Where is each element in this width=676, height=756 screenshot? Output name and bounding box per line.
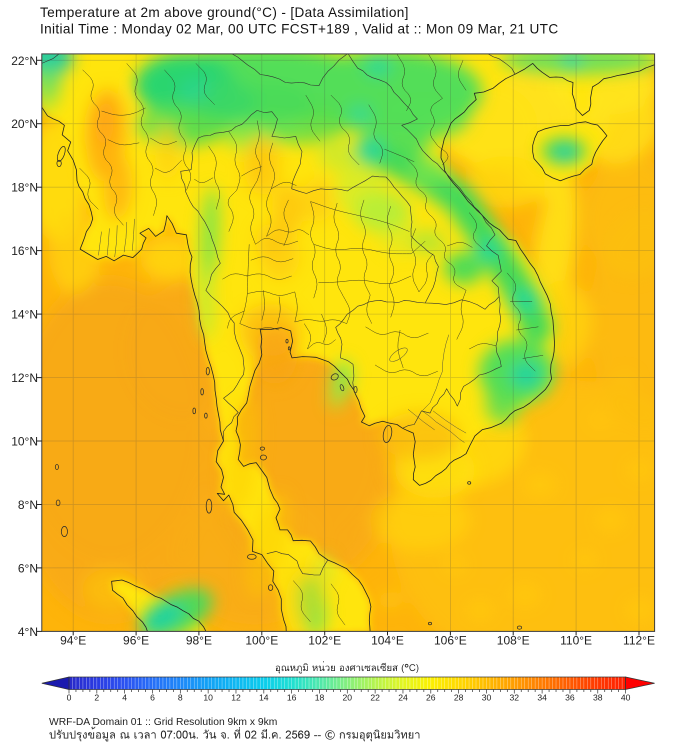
svg-text:106°E: 106°E xyxy=(434,634,467,648)
svg-text:Initial Time : Monday 02 Mar,: Initial Time : Monday 02 Mar, 00 UTC FCS… xyxy=(40,22,559,37)
svg-text:108°E: 108°E xyxy=(497,634,530,648)
svg-text:14: 14 xyxy=(259,693,269,703)
svg-text:94°E: 94°E xyxy=(60,634,86,648)
svg-text:Temperature at 2m above ground: Temperature at 2m above ground(°C) - [Da… xyxy=(40,5,409,20)
svg-text:WRF-DA Domain 01 :: Grid Resol: WRF-DA Domain 01 :: Grid Resolution 9km … xyxy=(49,717,277,728)
svg-text:2: 2 xyxy=(94,693,99,703)
svg-text:104°E: 104°E xyxy=(371,634,404,648)
svg-text:6°N: 6°N xyxy=(18,561,38,575)
svg-text:20°N: 20°N xyxy=(11,117,38,131)
svg-text:22°N: 22°N xyxy=(11,54,38,68)
svg-text:36: 36 xyxy=(565,693,575,703)
svg-text:10: 10 xyxy=(203,693,213,703)
svg-text:18: 18 xyxy=(315,693,325,703)
svg-text:16: 16 xyxy=(287,693,297,703)
svg-text:6: 6 xyxy=(150,693,155,703)
svg-text:38: 38 xyxy=(593,693,603,703)
svg-text:12°N: 12°N xyxy=(11,371,38,385)
svg-text:18°N: 18°N xyxy=(11,181,38,195)
svg-text:12: 12 xyxy=(231,693,241,703)
svg-text:4°N: 4°N xyxy=(18,625,38,639)
svg-text:20: 20 xyxy=(343,693,353,703)
svg-text:110°E: 110°E xyxy=(560,634,592,648)
svg-text:40: 40 xyxy=(621,693,631,703)
svg-text:22: 22 xyxy=(370,693,380,703)
svg-text:100°E: 100°E xyxy=(245,634,278,648)
svg-text:98°E: 98°E xyxy=(186,634,212,648)
svg-text:24: 24 xyxy=(398,693,408,703)
svg-text:10°N: 10°N xyxy=(11,435,38,449)
svg-text:4: 4 xyxy=(122,693,127,703)
svg-text:16°N: 16°N xyxy=(11,244,38,258)
svg-text:26: 26 xyxy=(426,693,436,703)
svg-text:34: 34 xyxy=(537,693,547,703)
svg-text:28: 28 xyxy=(454,693,464,703)
svg-text:112°E: 112°E xyxy=(623,634,655,648)
svg-text:96°E: 96°E xyxy=(123,634,149,648)
svg-text:8°N: 8°N xyxy=(18,498,38,512)
svg-text:30: 30 xyxy=(482,693,492,703)
svg-text:102°E: 102°E xyxy=(308,634,341,648)
svg-text:0: 0 xyxy=(67,693,72,703)
svg-text:8: 8 xyxy=(178,693,183,703)
svg-text:32: 32 xyxy=(510,693,520,703)
svg-text:14°N: 14°N xyxy=(11,308,38,322)
